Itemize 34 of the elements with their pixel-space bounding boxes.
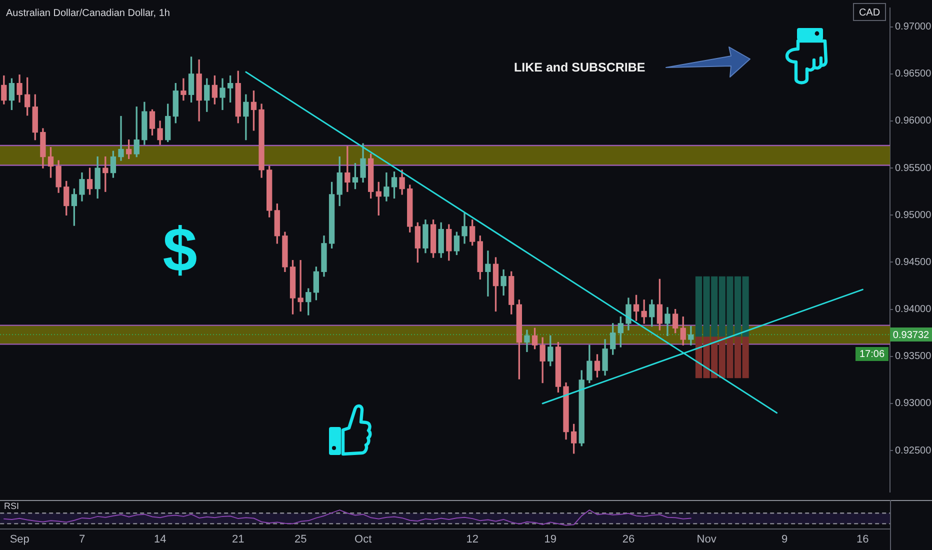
x-tick-label: 12 xyxy=(466,534,478,546)
annotation: $ xyxy=(162,216,198,286)
candlestick xyxy=(118,116,124,161)
x-tick-label: 9 xyxy=(782,534,788,546)
y-tick-label: 0.93000 xyxy=(895,398,932,410)
chart-title: RSI xyxy=(4,500,20,511)
y-tick-label: 0.94500 xyxy=(895,256,932,268)
x-tick-label: 21 xyxy=(232,534,244,546)
x-tick-label: 19 xyxy=(544,534,557,546)
candlestick xyxy=(298,260,304,312)
annotation: LIKE and SUBSCRIBE xyxy=(514,60,646,74)
y-axis-title: CAD xyxy=(858,7,880,18)
ref-line-label: 0.93732 xyxy=(892,330,930,341)
chart-title: Australian Dollar/Canadian Dollar, 1h xyxy=(6,8,170,19)
candlestick xyxy=(485,250,491,296)
y-tick-label: 0.95000 xyxy=(895,210,932,221)
y-tick-label: 0.94000 xyxy=(895,304,932,316)
x-tick-label: 25 xyxy=(294,534,307,546)
y-tick-label: 0.97000 xyxy=(895,22,932,33)
x-tick-label: Oct xyxy=(354,534,372,546)
y-tick-label: 0.95500 xyxy=(895,162,932,174)
y-tick-label: 0.93500 xyxy=(895,351,932,362)
x-tick-label: 26 xyxy=(622,534,635,546)
x-tick-label: Sep xyxy=(10,534,30,546)
candlestick xyxy=(641,300,647,324)
annotation: 17:06 xyxy=(859,348,885,360)
x-tick-label: 7 xyxy=(79,534,86,546)
y-tick-label: 0.92500 xyxy=(895,445,932,456)
x-tick-label: 16 xyxy=(856,534,869,546)
y-tick-label: 0.96000 xyxy=(895,116,932,127)
y-tick-label: 0.96500 xyxy=(895,68,932,80)
x-tick-label: Nov xyxy=(696,534,717,546)
x-tick-label: 14 xyxy=(154,534,166,546)
candlestick xyxy=(180,78,186,101)
